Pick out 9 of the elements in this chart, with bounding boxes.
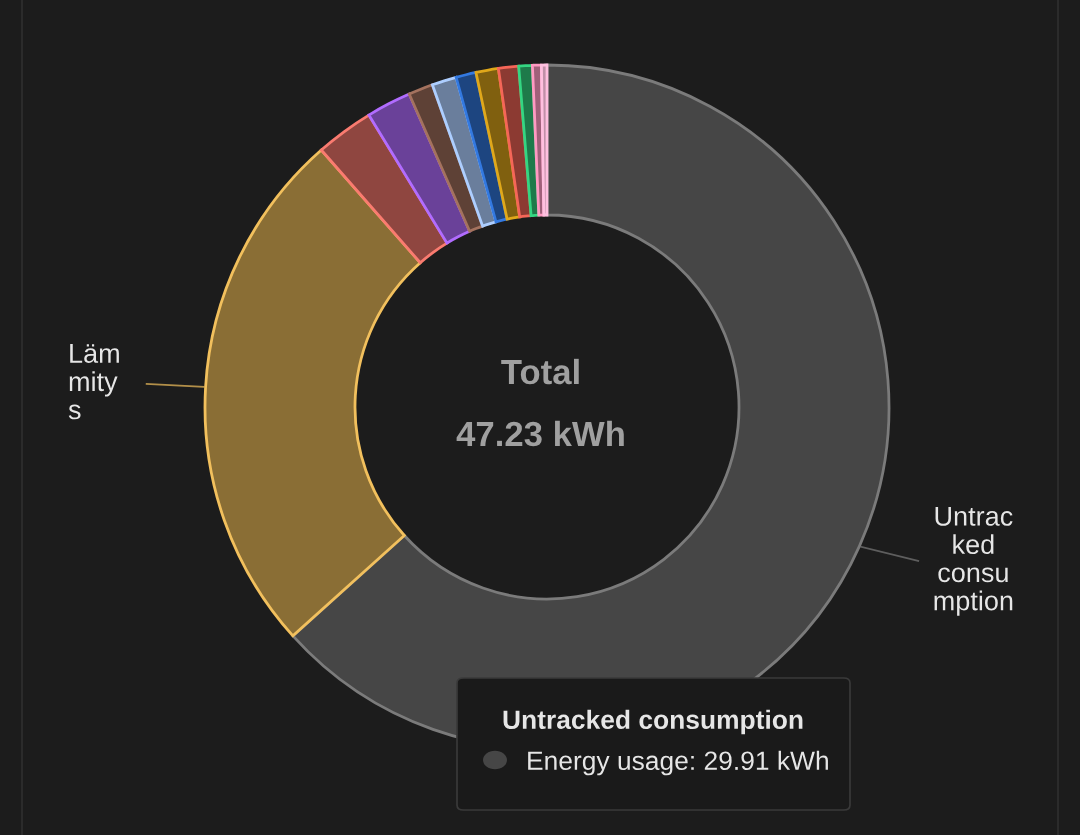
slice-label: Lämmitys [68,344,119,420]
slice-label: Untracked consumption [934,506,1013,616]
text: 47.23 kWh [456,420,624,447]
donut-slice [319,113,449,265]
text: Total [501,358,579,385]
donut-slice [367,92,472,245]
text: Untracked consumption [503,709,803,735]
text: Energy usage: 29.91 kWh [528,750,828,776]
donut-slice [540,63,549,217]
